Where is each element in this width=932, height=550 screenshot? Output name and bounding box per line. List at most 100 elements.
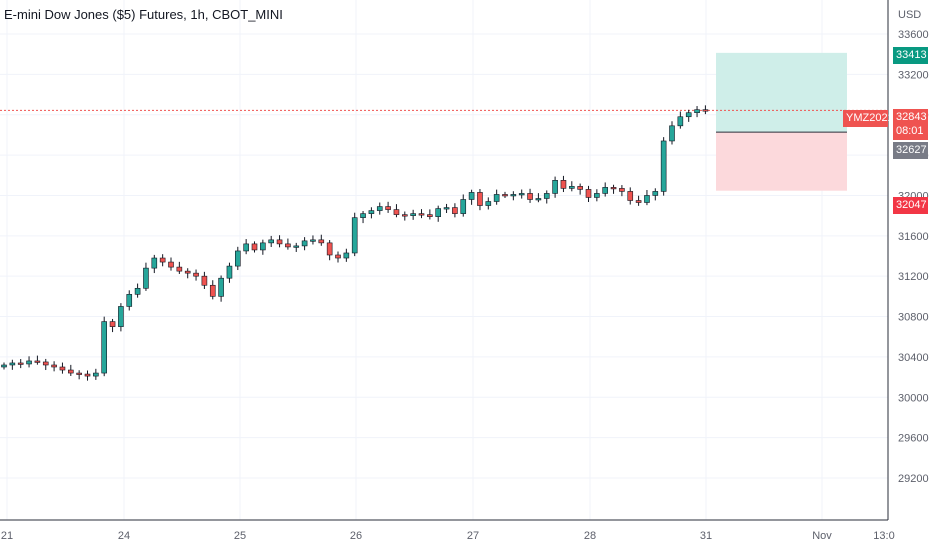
candle-body [9, 362, 16, 366]
candle-body [293, 245, 300, 248]
candle-body [602, 187, 609, 194]
candle-body [226, 265, 233, 279]
candle-body [335, 254, 341, 259]
candle-body [552, 180, 558, 194]
candle-body [184, 270, 191, 274]
candle [493, 189, 500, 205]
candle [42, 358, 49, 371]
candle-body [610, 187, 617, 190]
candle-body [443, 207, 450, 210]
candle [17, 359, 24, 369]
candle [184, 268, 191, 279]
long-position-tool[interactable] [716, 52, 847, 191]
candle [243, 239, 249, 255]
candle-body [401, 214, 408, 217]
candle-body [118, 306, 124, 327]
price-tick-label: 31200 [898, 271, 929, 283]
candle-body [343, 252, 350, 259]
candle-body [452, 207, 458, 214]
candle-body [410, 213, 416, 216]
candle-body [1, 364, 7, 368]
stop-price-badge: 32047 [893, 197, 928, 214]
candle-body [193, 272, 199, 277]
candle [477, 188, 483, 211]
candle [577, 183, 583, 195]
candle-body [368, 210, 375, 214]
candle [276, 235, 283, 248]
candle [326, 240, 333, 261]
candle [652, 188, 659, 201]
candle [627, 187, 634, 205]
candle-body [619, 188, 625, 192]
profit-zone[interactable] [716, 52, 847, 133]
candle-body [568, 186, 575, 189]
candle-body [585, 189, 592, 198]
price-tick-label: 30800 [898, 312, 929, 324]
candle-body [318, 239, 325, 244]
candle [610, 184, 617, 194]
candle [685, 109, 692, 122]
candle [360, 210, 366, 224]
candle [126, 290, 133, 311]
candle-body [251, 243, 258, 251]
bar-countdown: 08:01 [896, 125, 924, 137]
candle-body [276, 239, 283, 245]
candle [368, 207, 375, 219]
candle-body [243, 243, 249, 252]
entry-price-badge: 32627 [893, 142, 928, 159]
candle-body [385, 206, 391, 210]
time-tick-label: 28 [584, 530, 596, 542]
candle-body [485, 201, 492, 206]
candle [318, 234, 325, 246]
loss-zone[interactable] [716, 132, 847, 191]
time-tick-label: 26 [350, 530, 362, 542]
candle [285, 238, 291, 250]
candle [460, 194, 467, 217]
candle-body [326, 242, 333, 256]
time-tick-label: 31 [700, 530, 712, 542]
candle-body [268, 239, 275, 244]
candle-body [594, 193, 600, 198]
candle [702, 105, 709, 115]
candle-body [301, 240, 308, 247]
candle [268, 235, 275, 248]
price-axis[interactable]: 3360033200328003240032000316003120030800… [898, 29, 929, 485]
candle-body [627, 191, 634, 201]
candle-body [360, 213, 366, 218]
candle [385, 201, 391, 213]
candle-body [435, 208, 442, 217]
candle-body [393, 209, 400, 215]
candle [619, 185, 625, 197]
candle [260, 239, 266, 255]
candle [552, 176, 558, 198]
candle-body [201, 275, 208, 286]
candle-body [685, 112, 692, 118]
candle [68, 364, 74, 376]
candle [393, 204, 400, 218]
candle [1, 362, 7, 370]
candle-body [34, 360, 41, 363]
candle-body [151, 257, 158, 269]
candle-body [260, 242, 266, 251]
chart-symbol-title: E-mini Dow Jones ($5) Futures, 1h, CBOT_… [4, 7, 283, 22]
candle-body [577, 186, 583, 190]
candle [151, 254, 158, 274]
candle-body [460, 199, 467, 214]
candle [560, 175, 567, 193]
candle [84, 370, 91, 381]
candle-body [660, 140, 667, 192]
candle-body [510, 194, 517, 197]
candle [76, 370, 82, 380]
candle [109, 318, 116, 333]
candle-body [26, 360, 32, 365]
candle-body [477, 192, 483, 206]
candle [226, 262, 233, 283]
candle [660, 137, 667, 196]
candle-body [418, 213, 425, 216]
candle [527, 188, 533, 203]
candle [93, 368, 99, 380]
candle [401, 211, 408, 221]
time-axis[interactable]: 21 24 25 26 27 28 31 Nov 13:0 [1, 530, 895, 542]
target-price-badge: 33413 [893, 47, 928, 64]
